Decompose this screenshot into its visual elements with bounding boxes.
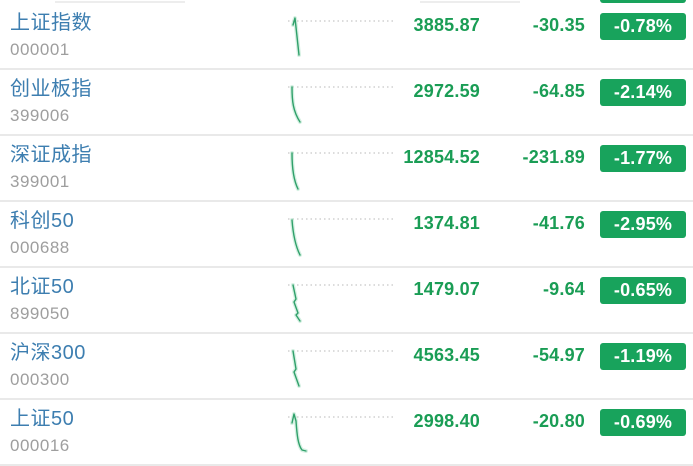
index-name[interactable]: 创业板指	[10, 78, 92, 100]
index-identity: 北证50 899050	[10, 275, 74, 324]
sparkline-chart	[288, 218, 396, 257]
index-change: -54.97	[532, 345, 585, 365]
index-row-szse-component[interactable]: 深证成指 399001 12854.52 -231.89 -1.77%	[0, 136, 693, 202]
index-change: -30.35	[532, 15, 585, 35]
sparkline-line	[292, 350, 300, 387]
index-identity: 上证指数 000001	[10, 11, 92, 60]
index-name[interactable]: 上证50	[10, 408, 75, 430]
index-identity: 深证成指 399001	[10, 143, 92, 192]
clipped-text-fragment	[420, 1, 520, 3]
index-code: 000001	[10, 40, 70, 59]
sparkline-line	[291, 86, 301, 123]
sparkline-chart	[288, 349, 396, 388]
index-price: 2972.59	[413, 81, 480, 101]
index-price: 2998.40	[413, 411, 480, 431]
index-name[interactable]: 上证指数	[10, 12, 92, 34]
index-identity: 科创50 000688	[10, 209, 74, 258]
index-identity: 上证50 000016	[10, 407, 74, 456]
change-percent-badge: -2.14%	[600, 79, 686, 106]
index-row-star50[interactable]: 科创50 000688 1374.81 -41.76 -2.95%	[0, 202, 693, 268]
clipped-text-fragment	[55, 1, 185, 3]
change-percent-badge: -0.69%	[600, 409, 686, 436]
sparkline-chart	[288, 16, 396, 57]
index-row-chinext[interactable]: 创业板指 399006 2972.59 -64.85 -2.14%	[0, 70, 693, 136]
index-name[interactable]: 北证50	[10, 276, 75, 298]
sparkline-chart	[288, 412, 396, 453]
index-code: 000688	[10, 238, 70, 257]
sparkline-glow	[290, 218, 302, 257]
index-name[interactable]: 深证成指	[10, 144, 92, 166]
index-identity: 创业板指 399006	[10, 77, 92, 126]
index-row-shanghai-composite[interactable]: 上证指数 000001 3885.87 -30.35 -0.78%	[0, 4, 693, 70]
index-price: 12854.52	[403, 147, 480, 167]
sparkline-chart	[288, 283, 396, 323]
index-price: 1374.81	[413, 213, 480, 233]
index-change: -64.85	[532, 81, 585, 101]
index-name[interactable]: 沪深300	[10, 342, 86, 364]
sparkline-chart	[288, 85, 396, 124]
change-percent-badge: -2.95%	[600, 211, 686, 238]
index-name[interactable]: 科创50	[10, 210, 75, 232]
change-percent-badge: -0.65%	[600, 277, 686, 304]
sparkline-line	[292, 284, 301, 322]
sparkline-line	[292, 17, 300, 56]
change-percent-badge: -0.78%	[600, 13, 686, 40]
index-code: 899050	[10, 304, 70, 323]
clipped-badge-fragment	[600, 0, 686, 3]
change-percent-badge: -1.19%	[600, 343, 686, 370]
index-row-sse50[interactable]: 上证50 000016 2998.40 -20.80 -0.69%	[0, 400, 693, 466]
index-row-csi300[interactable]: 沪深300 000300 4563.45 -54.97 -1.19%	[0, 334, 693, 400]
index-change: -20.80	[532, 411, 585, 431]
index-row-bse50[interactable]: 北证50 899050 1479.07 -9.64 -0.65%	[0, 268, 693, 334]
index-price: 3885.87	[413, 15, 480, 35]
index-change: -231.89	[522, 147, 585, 167]
index-code: 399006	[10, 106, 70, 125]
index-price: 1479.07	[413, 279, 480, 299]
index-change: -9.64	[542, 279, 585, 299]
index-code: 000016	[10, 436, 70, 455]
index-change: -41.76	[532, 213, 585, 233]
sparkline-line	[291, 152, 299, 190]
index-code: 000300	[10, 370, 70, 389]
index-price: 4563.45	[413, 345, 480, 365]
change-percent-badge: -1.77%	[600, 145, 686, 172]
previous-row-clipped	[0, 0, 693, 4]
index-identity: 沪深300 000300	[10, 341, 86, 390]
index-code: 399001	[10, 172, 70, 191]
sparkline-line	[291, 413, 307, 452]
sparkline-line	[291, 219, 301, 256]
sparkline-chart	[288, 151, 396, 191]
